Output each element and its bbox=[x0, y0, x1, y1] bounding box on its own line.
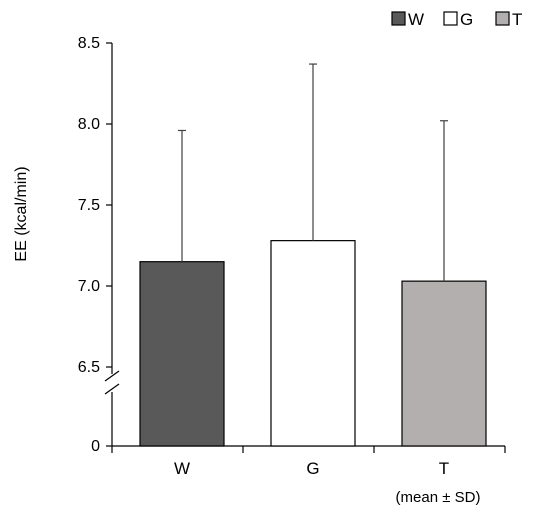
y-tick-label: 8.0 bbox=[78, 116, 100, 133]
y-axis-title: EE (kcal/min) bbox=[13, 166, 30, 261]
y-axis: 0 6.5 7.0 7.5 8.0 8.5 bbox=[78, 35, 120, 455]
legend-swatch-t bbox=[495, 11, 510, 26]
bar-w bbox=[139, 261, 225, 447]
legend-swatch-g bbox=[443, 11, 458, 26]
bars bbox=[139, 240, 487, 447]
axis-break-mark bbox=[104, 370, 120, 382]
footnote: (mean ± SD) bbox=[396, 489, 481, 506]
x-category-label: G bbox=[306, 459, 319, 478]
y-tick-label: 7.0 bbox=[78, 278, 100, 295]
bar-t bbox=[401, 280, 487, 447]
legend-swatch-w bbox=[391, 11, 406, 26]
bar-g bbox=[270, 240, 356, 447]
x-category-label: T bbox=[439, 459, 449, 478]
y-tick-label: 0 bbox=[91, 438, 100, 455]
axis-break-mark bbox=[104, 383, 120, 395]
x-category-label: W bbox=[174, 459, 190, 478]
y-tick-label: 6.5 bbox=[78, 359, 100, 376]
y-tick-label: 7.5 bbox=[78, 197, 100, 214]
legend-label: W bbox=[408, 10, 424, 29]
error-bars bbox=[178, 63, 448, 282]
legend-label: T bbox=[512, 10, 522, 29]
legend-label: G bbox=[460, 10, 473, 29]
y-tick-label: 8.5 bbox=[78, 35, 100, 52]
